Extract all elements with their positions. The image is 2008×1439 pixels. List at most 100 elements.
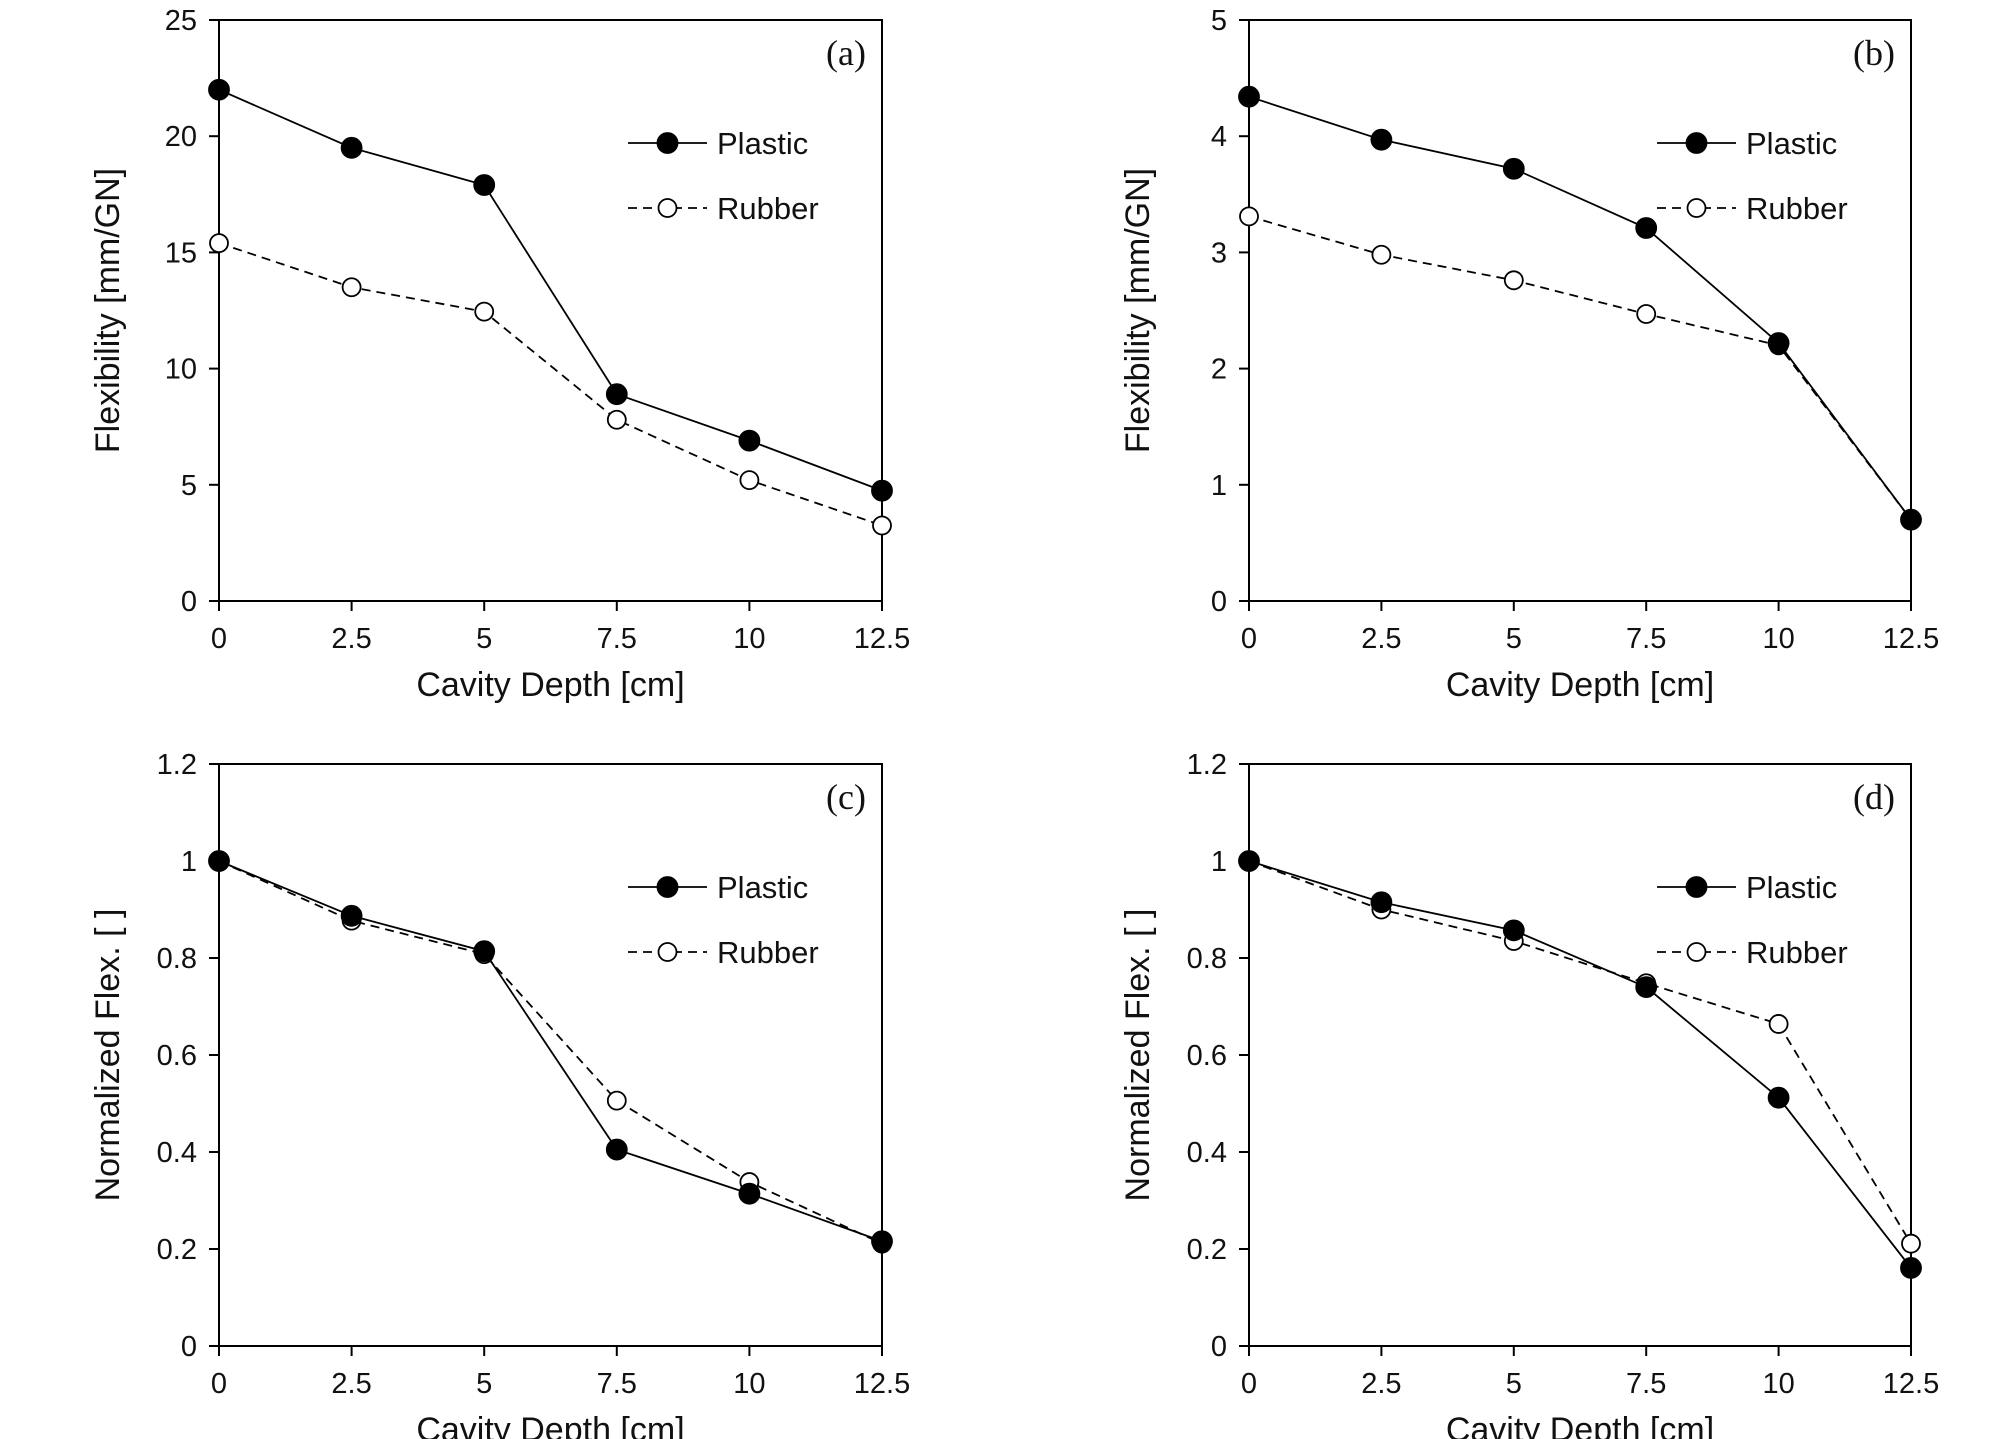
y-tick-label: 0 [181, 586, 197, 618]
legend-marker-rubber [657, 198, 678, 218]
x-tick-label: 10 [1762, 623, 1794, 655]
plastic-point [1635, 217, 1658, 239]
rubber-series-line [1248, 860, 1912, 1245]
plastic-point [871, 479, 893, 502]
x-tick-label: 2.5 [1361, 623, 1401, 655]
legend-label-plastic: Plastic [717, 126, 808, 161]
y-tick-label: 0 [1211, 586, 1227, 618]
plastic-point [605, 1138, 628, 1161]
legend-label-rubber: Rubber [717, 191, 819, 226]
plastic-point [1238, 850, 1260, 872]
x-tick-label: 5 [1506, 1368, 1522, 1400]
y-tick-label: 0.2 [157, 1234, 197, 1266]
legend-marker-plastic [656, 132, 679, 154]
legend-marker-rubber [657, 942, 678, 962]
rubber-point [209, 233, 229, 254]
x-tick-label: 7.5 [1626, 623, 1666, 655]
y-tick-label: 0.6 [1187, 1040, 1227, 1072]
y-tick-label: 1 [1211, 846, 1227, 878]
plastic-point [871, 1230, 893, 1253]
y-tick-label: 25 [165, 5, 197, 37]
x-tick-label: 10 [733, 623, 765, 655]
plastic-point [1502, 157, 1525, 180]
plastic-point [1238, 85, 1260, 108]
rubber-point [1768, 1014, 1789, 1034]
y-tick-label: 0.4 [157, 1137, 197, 1169]
y-tick-label: 1 [1211, 470, 1227, 502]
chart-panel-4: 0 0.2 0.4 0.6 0.8 1 1.2 0 2.5 5 7.5 10 12.5 Cavity De… [1119, 749, 1939, 1439]
legend-label-rubber: Rubber [717, 935, 819, 970]
panel-label: (c) [826, 777, 866, 817]
plastic-point [1767, 332, 1790, 354]
y-tick-label: 15 [165, 237, 197, 269]
y-tick-label: 2 [1211, 354, 1227, 386]
legend-label-plastic: Plastic [1746, 870, 1837, 905]
x-tick-label: 2.5 [331, 623, 371, 655]
x-tick-label: 5 [476, 623, 492, 655]
rubber-series-line [218, 242, 883, 527]
legend-marker-plastic [656, 876, 679, 898]
rubber-point [606, 409, 627, 430]
rubber-point [341, 277, 362, 298]
y-tick-label: 4 [1211, 121, 1227, 153]
rubber-point [739, 470, 760, 491]
plastic-point [1767, 1086, 1790, 1109]
y-tick-label: 0 [1211, 1331, 1227, 1363]
y-tick-label: 0.6 [157, 1040, 197, 1072]
y-axis-title: Normalized Flex. [ ] [1119, 909, 1157, 1202]
y-tick-label: 5 [1211, 5, 1227, 37]
plastic-point [208, 78, 230, 101]
y-axis-title: Normalized Flex. [ ] [89, 909, 127, 1202]
legend-marker-rubber [1686, 942, 1707, 962]
legend-label-rubber: Rubber [1746, 935, 1848, 970]
y-tick-label: 1.2 [157, 749, 197, 781]
y-tick-label: 0.2 [1187, 1234, 1227, 1266]
x-tick-label: 0 [211, 623, 227, 655]
plastic-series-line [1248, 95, 1912, 521]
y-tick-label: 0.8 [157, 943, 197, 975]
x-tick-label: 0 [1241, 623, 1257, 655]
x-tick-label: 0 [211, 1368, 227, 1400]
legend-label-rubber: Rubber [1746, 191, 1848, 226]
rubber-point [606, 1090, 627, 1111]
plastic-series-line [218, 860, 883, 1243]
plastic-point [1900, 508, 1922, 531]
plastic-point [738, 1182, 761, 1205]
plastic-point [1900, 1257, 1922, 1279]
plot-area-frame [218, 19, 883, 602]
rubber-series-line [218, 860, 883, 1245]
y-tick-label: 1 [181, 846, 197, 878]
rubber-point [1371, 244, 1392, 265]
x-tick-label: 7.5 [1626, 1368, 1666, 1400]
plot-area-frame [218, 763, 883, 1347]
y-tick-label: 0.8 [1187, 943, 1227, 975]
legend-label-plastic: Plastic [717, 870, 808, 905]
plastic-series-line [218, 88, 883, 492]
y-tick-label: 0.4 [1187, 1137, 1227, 1169]
y-tick-label: 10 [165, 354, 197, 386]
x-axis-title: Cavity Depth [cm] [416, 1411, 684, 1439]
chart-panel-2: 0 1 2 3 4 5 0 2.5 5 7.5 10 12.5 Cavity Depth [cm] Fle… [1119, 5, 1939, 704]
chart-panel-1: 0 5 10 15 20 25 0 2.5 5 7.5 10 12.5 Cavity Depth [cm… [89, 5, 910, 704]
x-tick-label: 12.5 [1883, 623, 1939, 655]
x-tick-label: 7.5 [597, 623, 637, 655]
plastic-point [605, 383, 628, 406]
x-axis-title: Cavity Depth [cm] [1446, 1411, 1714, 1439]
plastic-point [340, 904, 363, 927]
plastic-point [473, 174, 496, 196]
x-tick-label: 2.5 [331, 1368, 371, 1400]
x-tick-label: 10 [733, 1368, 765, 1400]
plot-area-frame [1248, 763, 1912, 1347]
x-tick-label: 12.5 [1883, 1368, 1939, 1400]
y-tick-label: 5 [181, 470, 197, 502]
x-tick-label: 12.5 [854, 623, 910, 655]
x-tick-label: 7.5 [597, 1368, 637, 1400]
rubber-point [1503, 270, 1524, 291]
x-tick-label: 12.5 [854, 1368, 910, 1400]
y-tick-label: 3 [1211, 237, 1227, 269]
x-tick-label: 5 [476, 1368, 492, 1400]
y-tick-label: 0 [181, 1331, 197, 1363]
panel-label: (d) [1853, 777, 1895, 817]
y-axis-title: Flexibility [mm/GN] [89, 168, 127, 453]
